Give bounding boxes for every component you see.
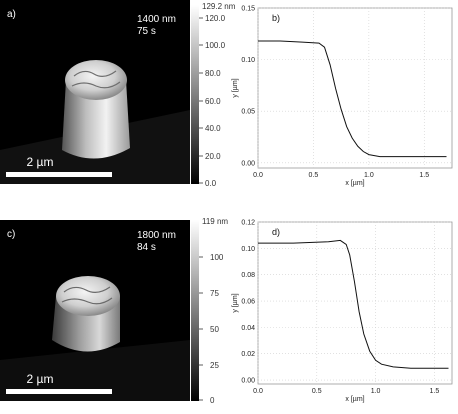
scalebar-label-a: 2 µm	[27, 155, 54, 169]
afm-substrate-c	[0, 340, 190, 401]
panel-label: b)	[272, 13, 280, 23]
colorbar-ticks-c: 100 75 50 25 0	[199, 253, 224, 405]
colorbar-tick-label-a: 40.0	[205, 124, 221, 133]
y-tick-label: 0.10	[241, 57, 255, 64]
info-line1-c: 1800 nm	[137, 230, 176, 241]
series-line	[258, 239, 449, 369]
y-axis-label: y [µm]	[232, 78, 239, 97]
colorbar-tick-label-a: 100.0	[205, 41, 226, 50]
colorbar-gradient-a	[191, 5, 199, 184]
y-axis-label: y [µm]	[232, 293, 239, 312]
panel-label-c: c)	[7, 229, 15, 240]
y-tick-label: 0.05	[241, 109, 255, 116]
colorbar-tick-label-a: 80.0	[205, 69, 221, 78]
colorbar-a: 129.2 nm 120.0 100.0 80.0 60.0 40.0 20.0…	[191, 2, 236, 188]
info-line2-a: 75 s	[137, 26, 156, 37]
colorbar-gradient-c	[191, 220, 199, 401]
x-tick-label: 1.5	[419, 172, 429, 179]
x-tick-label: 0.0	[253, 388, 263, 395]
info-line1-a: 1400 nm	[137, 14, 176, 25]
x-axis-label: x [µm]	[345, 180, 364, 187]
y-tick-label: 0.00	[241, 160, 255, 167]
colorbar-tick-label-c: 50	[210, 325, 219, 334]
scalebar-a	[6, 172, 112, 177]
colorbar-tick-label-c: 100	[210, 253, 224, 262]
x-tick-label: 0.0	[253, 172, 263, 179]
plot-area	[257, 7, 453, 169]
plot-area	[257, 221, 453, 385]
x-tick-label: 1.5	[429, 388, 439, 395]
y-tick-label: 0.04	[241, 325, 255, 332]
y-tick-label: 0.08	[241, 272, 255, 279]
colorbar-max-label-a: 129.2 nm	[202, 2, 236, 11]
info-line2-c: 84 s	[137, 242, 156, 253]
colorbar-ticks-a: 120.0 100.0 80.0 60.0 40.0 20.0 0.0	[199, 14, 226, 188]
afm-image-a: a) 1400 nm 75 s 2 µm	[0, 0, 190, 184]
y-tick-label: 0.15	[241, 6, 255, 13]
colorbar-tick-label-a: 120.0	[205, 14, 226, 23]
colorbar-max-label-c: 119 nm	[202, 217, 228, 226]
colorbar-tick-label-a: 20.0	[205, 152, 221, 161]
colorbar-c: 119 nm 100 75 50 25 0	[191, 217, 228, 405]
series-line	[258, 40, 447, 158]
x-tick-label: 0.5	[309, 172, 319, 179]
colorbar-tick-label-a: 60.0	[205, 97, 221, 106]
y-tick-label: 0.00	[241, 378, 255, 385]
panel-label: d)	[272, 227, 280, 237]
x-tick-label: 1.0	[364, 172, 374, 179]
pillar-texture-a	[71, 70, 121, 89]
line-chart-d: 0.0 0.5 1.0 1.5 0.00 0.02 0.04 0.06 0.08 0.10 0.12…	[232, 220, 453, 403]
y-tick-label: 0.12	[241, 220, 255, 227]
y-tick-label: 0.10	[241, 246, 255, 253]
pillar-top-c	[56, 276, 120, 316]
x-tick-label: 1.0	[371, 388, 381, 395]
pillar-top-a	[65, 60, 127, 100]
scalebar-c	[6, 389, 112, 394]
y-tick-label: 0.02	[241, 351, 255, 358]
colorbar-tick-label-c: 75	[210, 289, 219, 298]
x-tick-label: 0.5	[312, 388, 322, 395]
pillar-wall-a	[62, 80, 130, 159]
colorbar-tick-label-a: 0.0	[205, 179, 217, 188]
x-axis-label: x [µm]	[345, 396, 364, 403]
afm-image-c: c) 1800 nm 84 s 2 µm	[0, 220, 190, 401]
scalebar-label-c: 2 µm	[27, 372, 54, 386]
colorbar-tick-label-c: 0	[210, 396, 215, 405]
colorbar-tick-label-c: 25	[210, 361, 219, 370]
line-chart-b: 0.0 0.5 1.0 1.5 0.00 0.05 0.10 0.15 x [µm] y [µm]…	[232, 6, 453, 187]
panel-label-a: a)	[7, 9, 16, 20]
y-tick-label: 0.06	[241, 299, 255, 306]
pillar-texture-c	[61, 286, 113, 305]
